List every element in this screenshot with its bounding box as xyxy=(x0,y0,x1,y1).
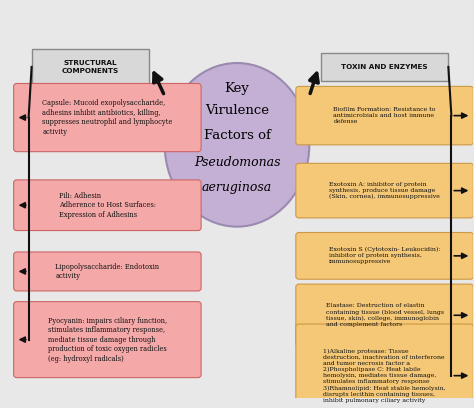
Text: Pili: Adhesin
Adherence to Host Surfaces:
Expression of Adhesins: Pili: Adhesin Adherence to Host Surfaces… xyxy=(59,192,156,219)
Text: Factors of: Factors of xyxy=(203,129,271,142)
Text: Capsule: Mucoid exopolysaccharide,
adhesins inhibit antibiotics, killing,
suppre: Capsule: Mucoid exopolysaccharide, adhes… xyxy=(42,99,173,136)
Text: Elastase: Destruction of elastin
containing tissue (blood vessel, lungs
tissue, : Elastase: Destruction of elastin contain… xyxy=(326,304,444,327)
FancyBboxPatch shape xyxy=(296,86,474,145)
Text: Virulence: Virulence xyxy=(205,104,269,117)
Text: Pseudomonas: Pseudomonas xyxy=(194,156,280,169)
Text: Biofilm Formation: Resistance to
antimicrobials and host immune
defense: Biofilm Formation: Resistance to antimic… xyxy=(333,107,436,124)
Text: Exotoxin A: inhibitor of protein
synthesis, produce tissue damage
(Skin, cornea): Exotoxin A: inhibitor of protein synthes… xyxy=(329,182,440,199)
FancyBboxPatch shape xyxy=(296,284,474,346)
FancyBboxPatch shape xyxy=(321,53,448,80)
Text: TOXIN AND ENZYMES: TOXIN AND ENZYMES xyxy=(341,64,428,70)
FancyBboxPatch shape xyxy=(32,49,149,84)
Text: STRUCTURAL
COMPONENTS: STRUCTURAL COMPONENTS xyxy=(62,60,119,74)
Text: 1)Alkaline protease: Tissue
destruction, inactivation of interferone
and tumor n: 1)Alkaline protease: Tissue destruction,… xyxy=(323,349,446,403)
FancyBboxPatch shape xyxy=(14,252,201,291)
FancyBboxPatch shape xyxy=(296,163,474,218)
Text: Lipopolysaccharide: Endotoxin
activity: Lipopolysaccharide: Endotoxin activity xyxy=(55,263,159,280)
FancyBboxPatch shape xyxy=(14,180,201,231)
FancyBboxPatch shape xyxy=(14,302,201,377)
FancyBboxPatch shape xyxy=(296,233,474,279)
FancyBboxPatch shape xyxy=(296,324,474,408)
Text: Key: Key xyxy=(225,82,249,95)
Text: Exotoxin S (Cytotoxin- Leukocidin):
inhibitor of protein synthesis,
immunosuppre: Exotoxin S (Cytotoxin- Leukocidin): inhi… xyxy=(329,247,440,264)
Ellipse shape xyxy=(164,63,310,226)
Text: Pyocyanin: impairs ciliary function,
stimulates inflammatory response,
mediate t: Pyocyanin: impairs ciliary function, sti… xyxy=(48,317,167,363)
FancyBboxPatch shape xyxy=(14,84,201,152)
Text: aeruginosa: aeruginosa xyxy=(202,181,272,194)
